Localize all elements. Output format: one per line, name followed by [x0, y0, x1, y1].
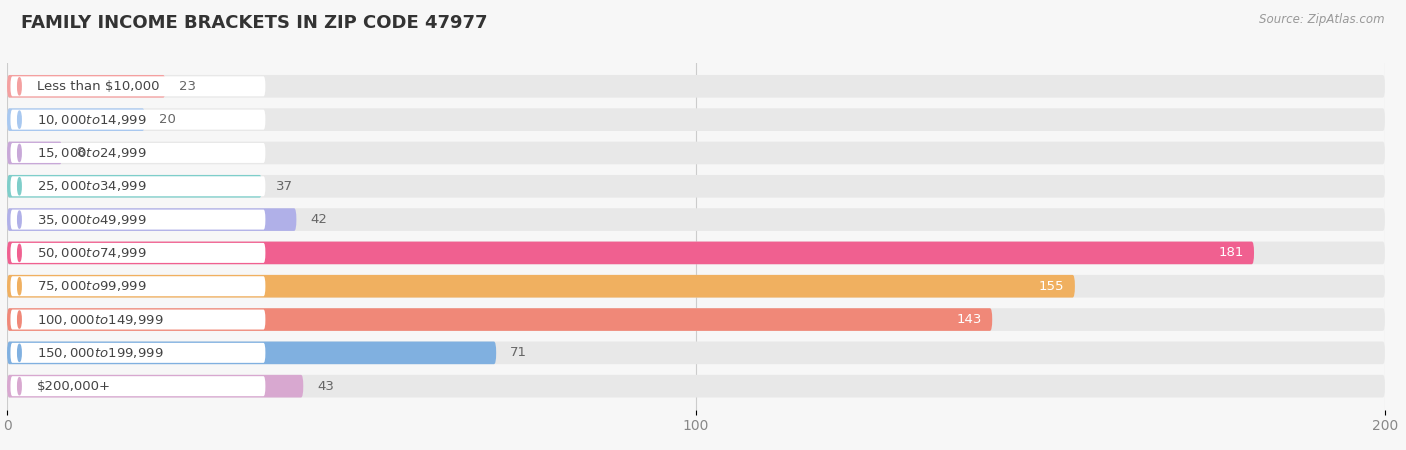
Circle shape [18, 78, 21, 95]
Circle shape [18, 378, 21, 395]
FancyBboxPatch shape [7, 308, 993, 331]
FancyBboxPatch shape [7, 208, 297, 231]
FancyBboxPatch shape [7, 75, 1385, 98]
FancyBboxPatch shape [7, 208, 1385, 231]
Text: $200,000+: $200,000+ [37, 380, 111, 393]
FancyBboxPatch shape [10, 376, 266, 396]
Text: $15,000 to $24,999: $15,000 to $24,999 [37, 146, 146, 160]
FancyBboxPatch shape [7, 342, 496, 364]
Text: 155: 155 [1039, 280, 1064, 293]
Text: $25,000 to $34,999: $25,000 to $34,999 [37, 179, 146, 193]
FancyBboxPatch shape [10, 176, 266, 196]
Circle shape [18, 211, 21, 228]
Text: $100,000 to $149,999: $100,000 to $149,999 [37, 313, 163, 327]
FancyBboxPatch shape [7, 175, 1385, 198]
FancyBboxPatch shape [7, 175, 262, 198]
Circle shape [18, 344, 21, 361]
Text: 181: 181 [1219, 247, 1244, 259]
Circle shape [18, 144, 21, 162]
Circle shape [18, 278, 21, 295]
Text: 23: 23 [180, 80, 197, 93]
Text: FAMILY INCOME BRACKETS IN ZIP CODE 47977: FAMILY INCOME BRACKETS IN ZIP CODE 47977 [21, 14, 488, 32]
Text: $75,000 to $99,999: $75,000 to $99,999 [37, 279, 146, 293]
Text: 42: 42 [311, 213, 328, 226]
Text: 143: 143 [956, 313, 981, 326]
Circle shape [18, 111, 21, 128]
FancyBboxPatch shape [7, 142, 62, 164]
FancyBboxPatch shape [10, 276, 266, 296]
FancyBboxPatch shape [10, 76, 266, 96]
Text: 8: 8 [76, 146, 84, 159]
Text: 43: 43 [318, 380, 335, 393]
FancyBboxPatch shape [7, 75, 166, 98]
FancyBboxPatch shape [7, 242, 1254, 264]
FancyBboxPatch shape [10, 243, 266, 263]
Text: $150,000 to $199,999: $150,000 to $199,999 [37, 346, 163, 360]
Text: Less than $10,000: Less than $10,000 [37, 80, 159, 93]
FancyBboxPatch shape [7, 375, 304, 397]
Text: $10,000 to $14,999: $10,000 to $14,999 [37, 112, 146, 126]
FancyBboxPatch shape [10, 310, 266, 329]
Circle shape [18, 311, 21, 328]
FancyBboxPatch shape [7, 242, 1385, 264]
FancyBboxPatch shape [7, 275, 1076, 297]
FancyBboxPatch shape [7, 275, 1385, 297]
FancyBboxPatch shape [7, 308, 1385, 331]
FancyBboxPatch shape [7, 142, 1385, 164]
FancyBboxPatch shape [10, 210, 266, 230]
Circle shape [18, 244, 21, 261]
Text: Source: ZipAtlas.com: Source: ZipAtlas.com [1260, 14, 1385, 27]
Text: $35,000 to $49,999: $35,000 to $49,999 [37, 212, 146, 227]
Text: 37: 37 [276, 180, 292, 193]
FancyBboxPatch shape [7, 342, 1385, 364]
Text: 20: 20 [159, 113, 176, 126]
FancyBboxPatch shape [10, 110, 266, 130]
FancyBboxPatch shape [10, 343, 266, 363]
FancyBboxPatch shape [7, 108, 145, 131]
FancyBboxPatch shape [7, 375, 1385, 397]
FancyBboxPatch shape [10, 143, 266, 163]
Text: 71: 71 [510, 346, 527, 360]
FancyBboxPatch shape [7, 108, 1385, 131]
Text: $50,000 to $74,999: $50,000 to $74,999 [37, 246, 146, 260]
Circle shape [18, 178, 21, 195]
